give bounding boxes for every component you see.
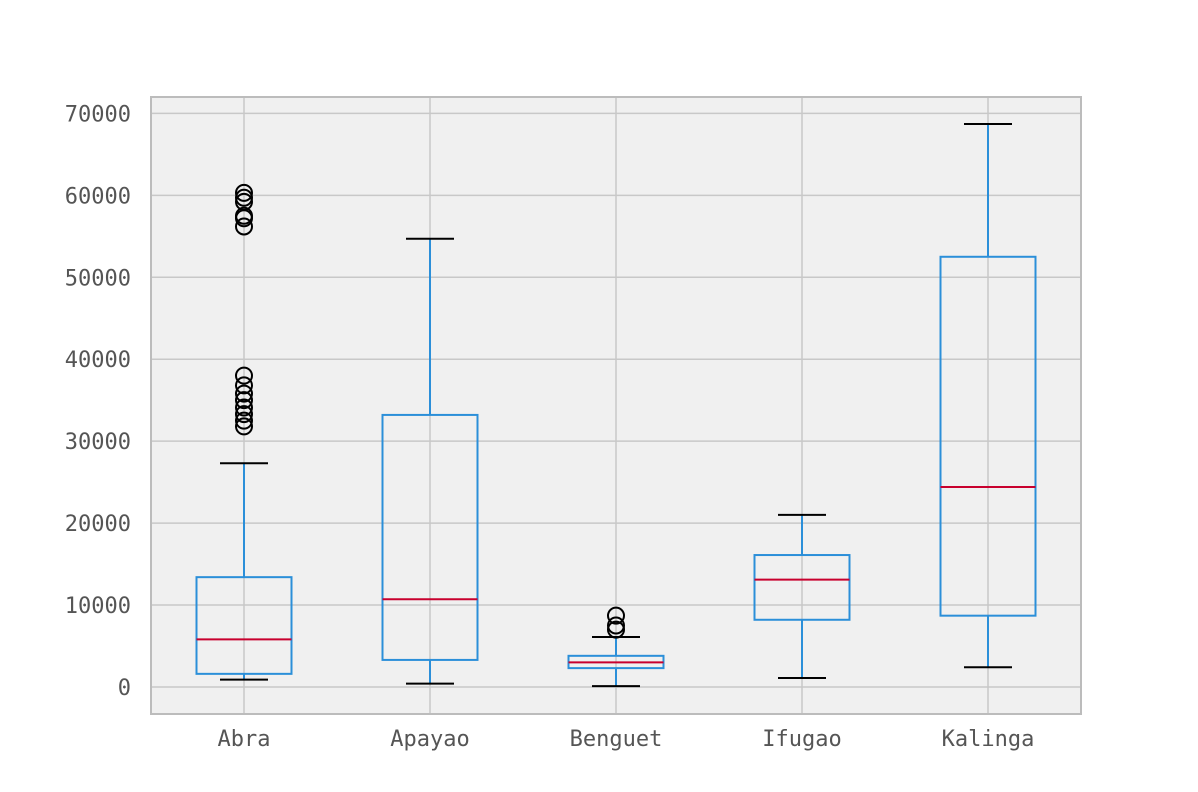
y-tick-label: 50000 [65,266,131,291]
x-tick-label: Benguet [570,727,663,752]
box-ifugao [753,513,851,679]
y-tick-label: 10000 [65,594,131,619]
outlier-point [235,217,253,236]
plot-frame [150,96,1082,715]
outlier-point [235,391,253,410]
outlier-point [235,411,253,430]
outlier-point [235,417,253,436]
y-axis-ticks: 0 10000 20000 30000 40000 50000 60000 70000 [65,102,131,701]
x-tick-label: Apayao [390,727,469,752]
outlier-point [607,606,625,625]
box-kalinga [939,123,1037,669]
iqr-box [753,554,851,621]
x-tick-label: Ifugao [762,727,841,752]
x-axis-ticks: Abra Apayao Benguet Ifugao Kalinga [218,727,1035,752]
outlier-point [607,616,625,635]
x-tick-label: Abra [218,727,271,752]
outlier-point [235,188,253,207]
outlier-point [235,376,253,395]
y-tick-label: 60000 [65,184,131,209]
box-abra [195,183,293,681]
y-tick-label: 40000 [65,348,131,373]
iqr-box [195,576,293,675]
outlier-point [235,398,253,417]
boxes [195,123,1037,688]
outlier-point [235,183,253,202]
outlier-point [235,366,253,385]
x-tick-label: Kalinga [942,727,1035,752]
y-tick-label: 0 [118,676,131,701]
y-tick-label: 30000 [65,430,131,455]
outlier-point [235,206,253,225]
y-tick-label: 20000 [65,512,131,537]
outlier-point [235,405,253,424]
iqr-box [939,255,1037,617]
y-tick-label: 70000 [65,102,131,127]
box-benguet [567,606,665,688]
outlier-point [235,384,253,403]
iqr-box [381,413,479,661]
box-apayao [381,237,479,685]
